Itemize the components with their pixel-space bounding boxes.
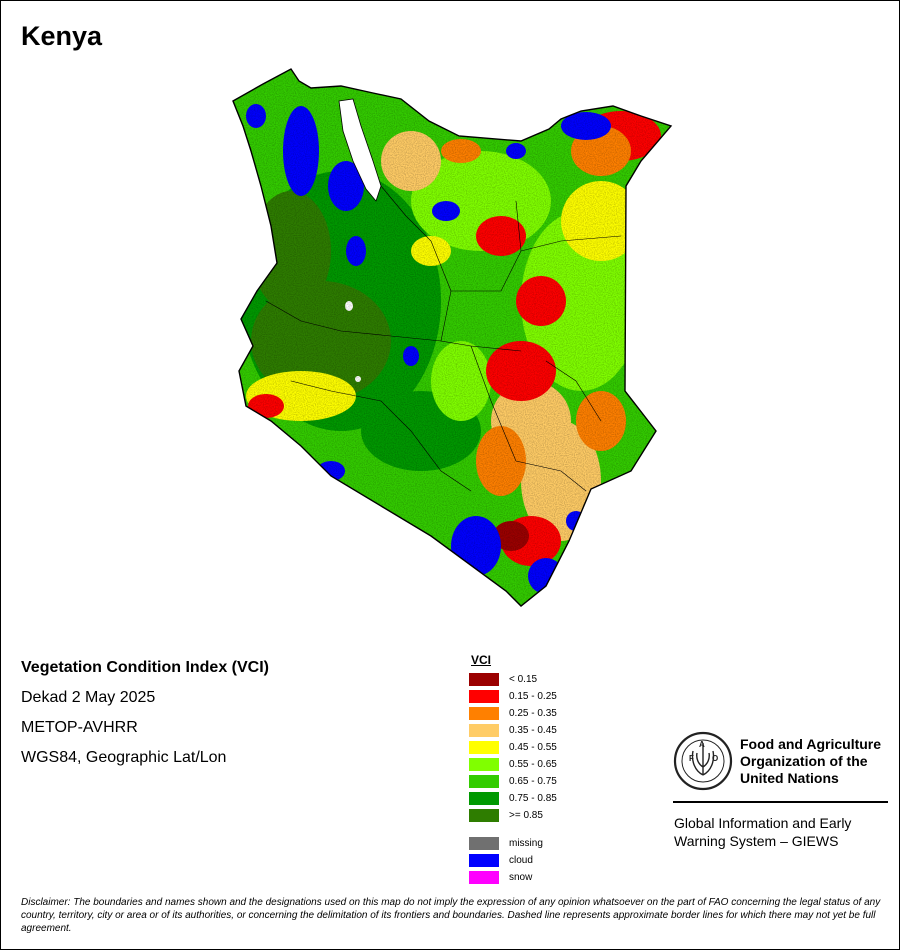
kenya-outline [232,68,673,607]
vci-raster [233,69,671,606]
legend-item: 0.75 - 0.85 [469,792,589,805]
legend-item: >= 0.85 [469,809,589,822]
legend-swatch [469,837,499,850]
organization-name: Food and Agriculture Organization of the… [740,736,881,787]
divider [673,801,888,803]
giews-line: Global Information and Early [674,815,852,831]
giews-line: Warning System – GIEWS [674,833,839,849]
legend-swatch [469,775,499,788]
legend-label: snow [509,872,533,883]
svg-text:F: F [689,754,694,763]
legend-swatch [469,673,499,686]
legend-title: VCI [471,653,492,667]
legend-label: cloud [509,855,533,866]
svg-text:O: O [712,754,718,763]
legend-swatch [469,724,499,737]
legend-swatch [469,690,499,703]
legend-swatch [469,707,499,720]
organization-name-line: United Nations [740,770,839,786]
index-name: Vegetation Condition Index (VCI) [21,659,269,676]
legend-item: 0.65 - 0.75 [469,775,589,788]
projection-label: WGS84, Geographic Lat/Lon [21,749,227,766]
legend-swatch [469,871,499,884]
legend-swatch [469,741,499,754]
legend-item: < 0.15 [469,673,589,686]
legend-item-snow: snow [469,871,589,884]
legend-swatch [469,854,499,867]
map-title: Kenya [21,21,103,51]
organization-name-line: Food and Agriculture [740,736,882,752]
legend-label: 0.45 - 0.55 [509,742,557,753]
giews-label: Global Information and Early Warning Sys… [674,814,851,850]
fao-emblem-icon: F O A [673,731,733,791]
legend-item: 0.35 - 0.45 [469,724,589,737]
lake-turkana [338,98,382,202]
legend-item-missing: missing [469,837,589,850]
sensor-label: METOP-AVHRR [21,719,138,736]
legend-swatch [469,758,499,771]
legend-item: 0.15 - 0.25 [469,690,589,703]
legend-label: < 0.15 [509,674,538,685]
organization-name-line: Organization of the [740,753,868,769]
legend-label: >= 0.85 [509,810,543,821]
legend-item: 0.55 - 0.65 [469,758,589,771]
legend-label: 0.35 - 0.45 [509,725,557,736]
admin-boundaries [265,185,622,492]
legend-item: 0.25 - 0.35 [469,707,589,720]
legend-label: 0.55 - 0.65 [509,759,557,770]
svg-text:A: A [699,740,705,749]
legend-label: 0.65 - 0.75 [509,776,557,787]
legend-label: 0.75 - 0.85 [509,793,557,804]
disclaimer: Disclaimer: The boundaries and names sho… [21,897,881,934]
legend-label: 0.25 - 0.35 [509,708,557,719]
dekad-label: Dekad 2 May 2025 [21,689,156,706]
legend-item: 0.45 - 0.55 [469,741,589,754]
legend-swatch [469,792,499,805]
legend-label: missing [509,838,543,849]
legend-label: 0.15 - 0.25 [509,691,557,702]
legend-swatch [469,809,499,822]
legend-item-cloud: cloud [469,854,589,867]
